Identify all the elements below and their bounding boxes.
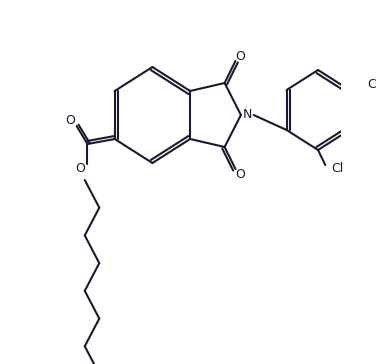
Text: O: O: [65, 115, 75, 127]
Text: O: O: [235, 50, 245, 63]
Text: N: N: [243, 108, 252, 122]
Text: Cl: Cl: [332, 162, 344, 175]
Text: O: O: [75, 162, 85, 175]
Text: Cl: Cl: [368, 79, 376, 91]
Text: O: O: [235, 167, 245, 181]
